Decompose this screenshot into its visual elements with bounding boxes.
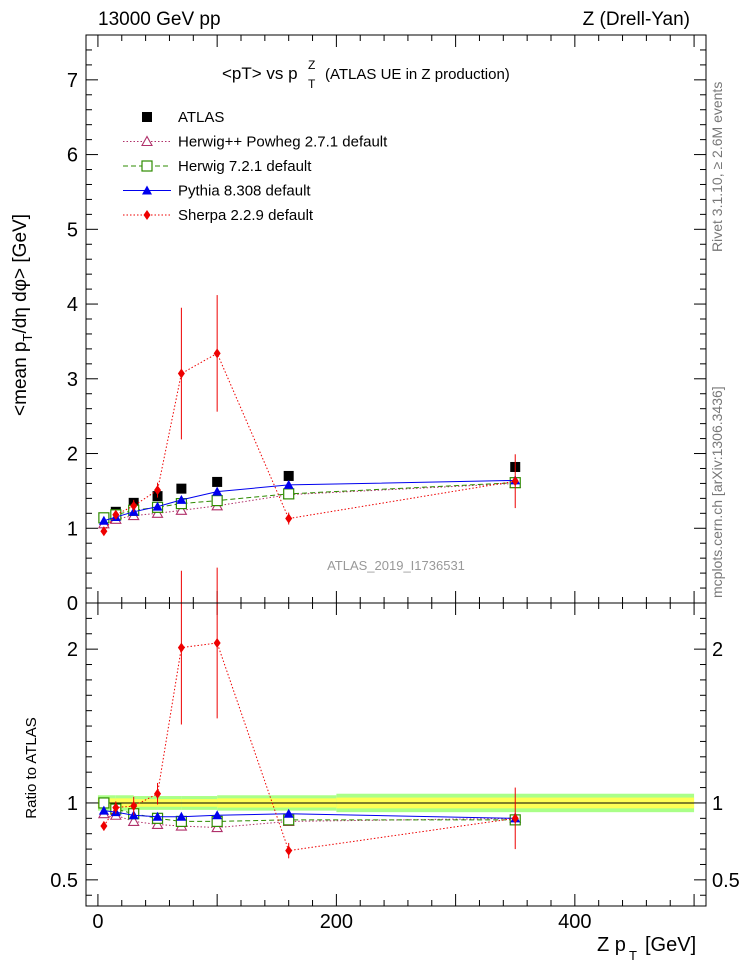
svg-text:<mean pT/dη dφ> [GeV]: <mean pT/dη dφ> [GeV] <box>10 214 35 416</box>
svg-text:T: T <box>308 77 316 91</box>
header-right: Z (Drell-Yan) <box>583 9 690 30</box>
point-herwig7 <box>283 488 295 500</box>
point-herwigpp <box>127 815 140 826</box>
point-pythia <box>283 479 294 489</box>
point-sherpa <box>100 821 108 832</box>
ratio-frame <box>85 602 707 907</box>
rivet-label: Rivet 3.1.10, ≥ 2.6M events <box>709 82 725 252</box>
main-axis-ticks: 0 1 2 3 4 5 6 7 <box>67 35 706 615</box>
series-line-herwigpp <box>103 813 516 829</box>
legend-label-pythia: Pythia 8.308 default <box>178 183 311 200</box>
point-pythia <box>176 811 187 821</box>
y-tick-label: 0 <box>67 593 78 615</box>
main-plot-title: <pT> vs p Z T (ATLAS UE in Z production) <box>222 58 510 91</box>
y-tick-label: 0.5 <box>50 870 78 892</box>
y-tick-label-right: 0.5 <box>712 870 740 892</box>
mcplots-label: mcplots.cern.ch [arXiv:1306.3436] <box>709 386 725 598</box>
ratio-uncertainty-band <box>97 793 695 813</box>
legend-marker-atlas <box>142 112 152 122</box>
svg-text:(ATLAS UE in Z production): (ATLAS UE in Z production) <box>325 66 510 83</box>
y-tick-label: 1 <box>67 793 78 815</box>
point-sherpa <box>154 485 162 496</box>
x-axis-label: Z p T [GeV] <box>597 934 696 963</box>
point-pythia <box>212 486 223 496</box>
y-tick-label: 2 <box>67 639 78 661</box>
x-tick-label: 200 <box>320 911 353 933</box>
point-sherpa <box>100 526 108 537</box>
x-tick-label: 0 <box>92 911 103 933</box>
svg-text:Z: Z <box>308 58 315 72</box>
point-sherpa <box>130 500 138 511</box>
y-tick-label: 7 <box>67 70 78 92</box>
legend-label-sherpa: Sherpa 2.2.9 default <box>178 207 314 224</box>
legend-label-herwigpp: Herwig++ Powheg 2.7.1 default <box>178 134 388 151</box>
y-tick-label: 4 <box>67 294 78 316</box>
y-tick-label: 6 <box>67 145 78 167</box>
point-sherpa <box>213 348 221 359</box>
point-sherpa <box>177 368 185 379</box>
series-atlas <box>98 461 521 523</box>
header-left: 13000 GeV pp <box>98 9 221 30</box>
point-sherpa <box>285 513 293 524</box>
series-pythia <box>98 805 521 823</box>
point-herwigpp <box>175 504 188 515</box>
series-line-herwig7 <box>103 482 516 519</box>
point-pythia <box>212 810 223 820</box>
ratio-axis-ticks: 0.5 0.5 1 1 2 2 0 200 400 <box>50 603 740 933</box>
point-sherpa <box>154 788 162 799</box>
point-sherpa <box>130 801 138 812</box>
series-sherpa <box>100 567 519 859</box>
point-herwigpp <box>211 821 224 833</box>
point-pythia <box>98 805 109 815</box>
legend-label-herwig7: Herwig 7.2.1 default <box>178 158 312 175</box>
point-herwigpp <box>151 818 164 830</box>
point-atlas <box>176 483 187 494</box>
svg-text:[GeV]: [GeV] <box>645 934 696 956</box>
legend-marker-herwigpp <box>141 135 153 147</box>
point-atlas <box>283 470 294 481</box>
y-tick-label: 5 <box>67 219 78 241</box>
legend-marker-herwig7 <box>141 160 153 172</box>
svg-text:Ratio to ATLAS: Ratio to ATLAS <box>23 717 40 818</box>
point-pythia <box>98 515 109 525</box>
point-sherpa <box>285 845 293 856</box>
svg-text:Z p: Z p <box>597 934 626 956</box>
point-sherpa <box>511 476 519 487</box>
legend-marker-pythia <box>142 185 152 195</box>
legend-label-atlas: ATLAS <box>178 109 224 126</box>
svg-text:<pT> vs p: <pT> vs p <box>222 64 298 83</box>
point-pythia <box>176 494 187 504</box>
main-panel: 0 1 2 3 4 5 6 7 <box>67 34 707 615</box>
y-tick-label-right: 2 <box>712 639 723 661</box>
ratio-panel: 0.5 0.5 1 1 2 2 0 200 400 <box>50 567 740 933</box>
point-atlas <box>212 476 223 487</box>
y-tick-label-right: 1 <box>712 793 723 815</box>
analysis-watermark: ATLAS_2019_I1736531 <box>327 558 465 573</box>
point-pythia <box>152 811 163 821</box>
ratio-data-layer <box>97 567 522 859</box>
x-tick-label: 400 <box>558 911 591 933</box>
point-sherpa <box>213 637 221 648</box>
main-y-axis-label: <mean pT/dη dφ> [GeV] <box>10 214 35 416</box>
point-sherpa <box>112 509 120 520</box>
ratio-y-axis-label: Ratio to ATLAS <box>23 717 40 818</box>
series-line-herwigpp <box>103 482 516 525</box>
point-sherpa <box>511 813 519 824</box>
point-pythia <box>283 808 294 818</box>
y-tick-label: 2 <box>67 444 78 466</box>
legend: ATLAS Herwig++ Powheg 2.7.1 default Herwig… <box>123 109 388 224</box>
y-tick-label: 3 <box>67 369 78 391</box>
main-data-layer <box>97 295 522 537</box>
point-sherpa <box>177 642 185 653</box>
y-tick-label: 1 <box>67 518 78 540</box>
point-herwig7 <box>211 495 223 507</box>
svg-text:T: T <box>629 948 637 963</box>
series-sherpa <box>100 295 519 537</box>
series-line-sherpa <box>103 352 516 532</box>
series-line-pythia <box>103 479 516 522</box>
legend-marker-sherpa <box>143 210 151 220</box>
point-pythia <box>152 501 163 511</box>
point-sherpa <box>112 802 120 813</box>
